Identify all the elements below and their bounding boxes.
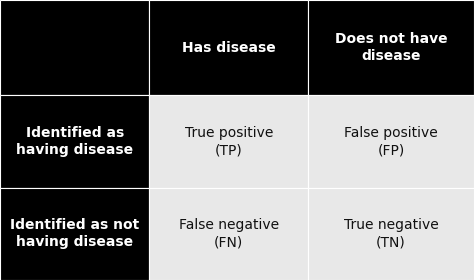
Bar xyxy=(0,188,149,280)
Text: True positive
(TP): True positive (TP) xyxy=(184,126,273,157)
Text: Identified as
having disease: Identified as having disease xyxy=(16,126,133,157)
Bar xyxy=(149,95,308,188)
Text: Has disease: Has disease xyxy=(182,41,275,55)
Text: Does not have
disease: Does not have disease xyxy=(335,32,447,63)
Text: Identified as not
having disease: Identified as not having disease xyxy=(10,218,139,249)
Bar xyxy=(149,0,308,95)
Bar xyxy=(308,95,474,188)
Bar xyxy=(149,188,308,280)
Bar xyxy=(0,95,149,188)
Bar xyxy=(308,0,474,95)
Bar xyxy=(0,0,149,95)
Text: False negative
(FN): False negative (FN) xyxy=(179,218,279,249)
Text: False positive
(FP): False positive (FP) xyxy=(344,126,438,157)
Bar xyxy=(308,188,474,280)
Text: True negative
(TN): True negative (TN) xyxy=(344,218,438,249)
